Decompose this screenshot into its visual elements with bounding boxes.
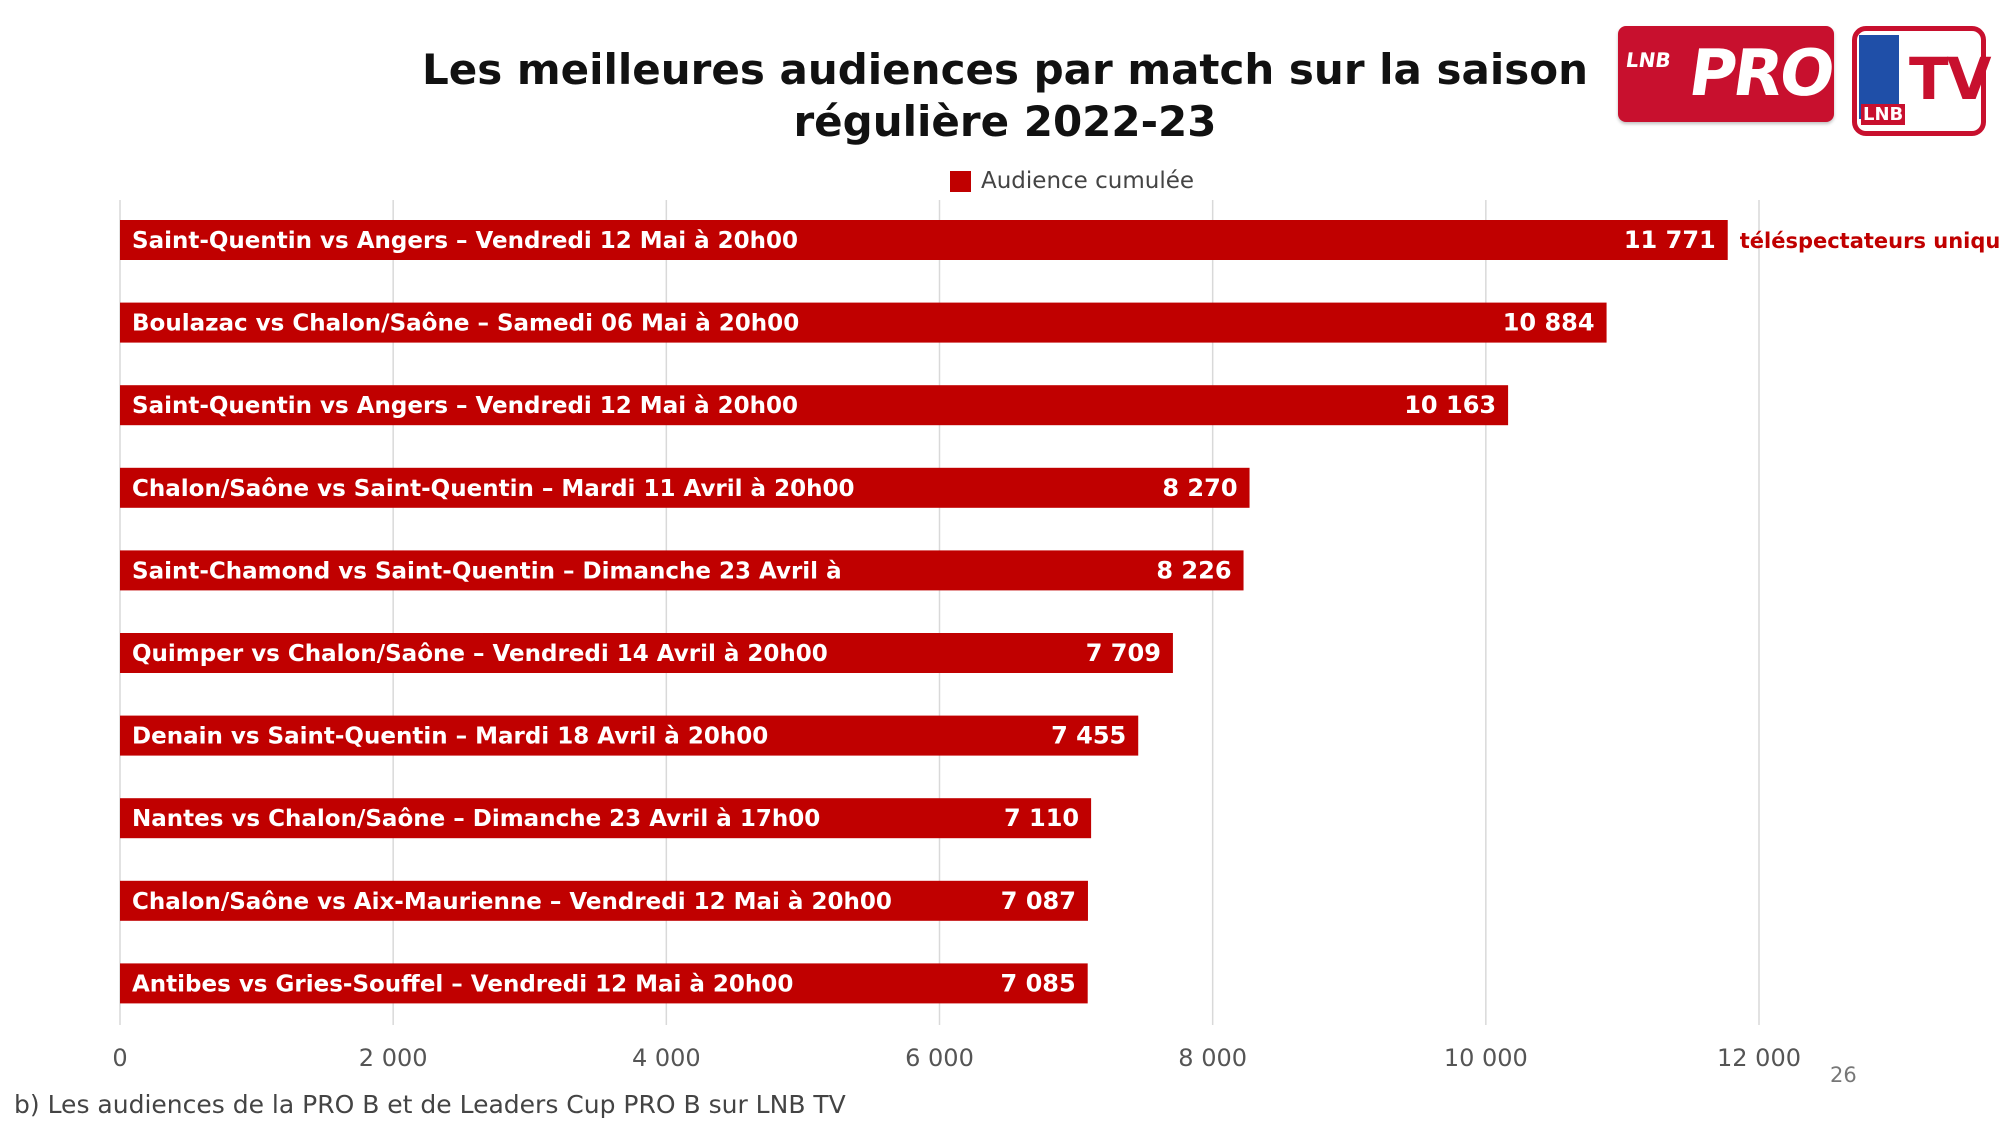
bar-category-label: Saint-Quentin vs Angers – Vendredi 12 Ma… xyxy=(132,393,798,419)
bar-value-label: 10 163 xyxy=(1404,391,1496,419)
bar xyxy=(120,220,1728,260)
bar-category-label: Boulazac vs Chalon/Saône – Samedi 06 Mai… xyxy=(132,311,799,337)
bar-category-label: Chalon/Saône vs Aix-Maurienne – Vendredi… xyxy=(132,889,892,915)
prob-logo: LNB PRO B xyxy=(1618,26,1836,191)
bar-category-label: Antibes vs Gries-Souffel – Vendredi 12 M… xyxy=(132,971,793,997)
x-tick-label: 12 000 xyxy=(1717,1044,1801,1072)
bar-category-label: Quimper vs Chalon/Saône – Vendredi 14 Av… xyxy=(132,641,828,667)
bar-category-label: Saint-Chamond vs Saint-Quentin – Dimanch… xyxy=(132,558,842,584)
logos: LNB PRO B LNB TV xyxy=(1618,26,1991,191)
bars: Saint-Quentin vs Angers – Vendredi 12 Ma… xyxy=(120,220,2000,1004)
lnb-tv-logo: LNB TV xyxy=(1852,26,1991,136)
bar-category-label: Denain vs Saint-Quentin – Mardi 18 Avril… xyxy=(132,724,768,750)
x-tick-label: 2 000 xyxy=(359,1044,428,1072)
bar-value-label: 7 085 xyxy=(1001,969,1076,997)
bar-annotation: téléspectateurs uniques xyxy=(1740,229,2000,253)
bar-category-label: Chalon/Saône vs Saint-Quentin – Mardi 11… xyxy=(132,476,854,502)
bar xyxy=(120,798,1092,839)
legend-swatch xyxy=(950,170,971,192)
bar-value-label: 7 110 xyxy=(1004,804,1079,832)
x-tick-label: 6 000 xyxy=(905,1044,974,1072)
bar xyxy=(120,633,1173,673)
page-number: 26 xyxy=(1830,1063,1857,1087)
bar-value-label: 8 226 xyxy=(1156,556,1231,584)
lnb-tv-badge-text: LNB xyxy=(1861,104,1906,125)
bar-category-label: Saint-Quentin vs Angers – Vendredi 12 Ma… xyxy=(132,228,798,254)
bar xyxy=(120,550,1244,591)
x-tick-label: 4 000 xyxy=(632,1044,701,1072)
bar xyxy=(120,467,1250,508)
bar xyxy=(120,302,1607,343)
x-tick-label: 8 000 xyxy=(1178,1044,1247,1072)
chart-legend: Audience cumulée xyxy=(950,166,1194,196)
bar xyxy=(120,385,1509,426)
chart-title-line-1: Les meilleures audiences par match sur l… xyxy=(421,45,1589,94)
chart-title-line-2: régulière 2022-23 xyxy=(793,97,1217,146)
x-tick-label: 10 000 xyxy=(1444,1044,1528,1072)
bar-value-label: 8 270 xyxy=(1162,474,1237,502)
bar xyxy=(120,880,1088,921)
bar xyxy=(120,963,1088,1004)
bar-value-label: 10 884 xyxy=(1503,309,1595,337)
bar-value-label: 7 455 xyxy=(1051,722,1126,750)
bar-category-label: Nantes vs Chalon/Saône – Dimanche 23 Avr… xyxy=(132,806,820,832)
lnb-tv-text: TV xyxy=(1909,45,1991,113)
bar xyxy=(120,715,1139,756)
bar-value-label: 7 087 xyxy=(1001,887,1076,915)
legend-label: Audience cumulée xyxy=(981,168,1195,194)
x-axis-ticks: 0 2 000 4 000 6 000 8 000 10 000 12 000 xyxy=(112,1044,1801,1072)
footnote: b) Les audiences de la PRO B et de Leade… xyxy=(14,1090,846,1119)
bar-value-label: 11 771 xyxy=(1624,226,1716,254)
bar-value-label: 7 709 xyxy=(1086,639,1161,667)
chart-title: Les meilleures audiences par match sur l… xyxy=(300,44,1710,148)
x-tick-label: 0 xyxy=(112,1044,127,1072)
